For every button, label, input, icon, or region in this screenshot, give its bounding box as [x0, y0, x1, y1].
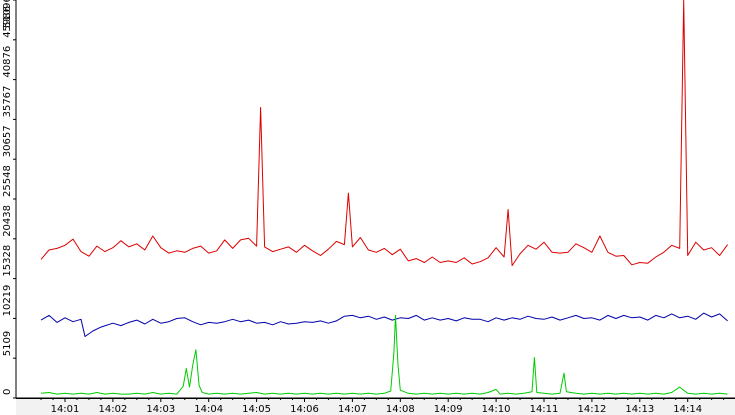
- x-tick-label: 14:04: [194, 404, 223, 415]
- y-tick-label: 45986: [2, 6, 13, 38]
- y-tick-label: 30657: [2, 125, 13, 157]
- y-tick-label: 5109: [2, 331, 13, 356]
- y-axis: 0 5109 10219 15328 20438 25548 30657 35767 40876…: [2, 0, 17, 399]
- x-axis-band: [16, 398, 735, 415]
- y-tick-label: 40876: [2, 46, 13, 78]
- x-axis: 14:01 14:02 14:03 14:04 14:05 14:06 14:07 14:08…: [40, 398, 725, 415]
- y-tick-label: 0: [2, 389, 13, 395]
- series-line-red: [40, 0, 729, 267]
- series-line-green: [40, 314, 728, 395]
- x-tick-label: 14:09: [434, 404, 463, 415]
- y-tick-label: 15328: [2, 245, 13, 277]
- y-tick-label: 25548: [2, 165, 13, 197]
- x-tick-label: 14:02: [98, 404, 127, 415]
- y-tick-label: 35767: [2, 86, 13, 118]
- x-tick-label: 14:06: [290, 404, 319, 415]
- x-tick-label: 14:07: [338, 404, 367, 415]
- series-line-blue: [40, 312, 728, 337]
- x-tick-label: 14:13: [625, 404, 654, 415]
- x-tick-label: 14:08: [386, 404, 415, 415]
- x-tick-label: 14:01: [51, 404, 80, 415]
- y-tick-label: 20438: [2, 205, 13, 237]
- x-tick-label: 14:10: [482, 404, 511, 415]
- plot-area: [16, 0, 735, 398]
- series-layer: [40, 0, 729, 395]
- x-tick-label: 14:12: [577, 404, 606, 415]
- x-tick-label: 14:05: [242, 404, 271, 415]
- x-tick-label: 14:14: [673, 404, 702, 415]
- x-tick-label: 14:11: [530, 404, 559, 415]
- y-tick-label: 10219: [2, 285, 13, 317]
- y-tick-label: 51096: [2, 0, 13, 28]
- x-tick-label: 14:03: [146, 404, 175, 415]
